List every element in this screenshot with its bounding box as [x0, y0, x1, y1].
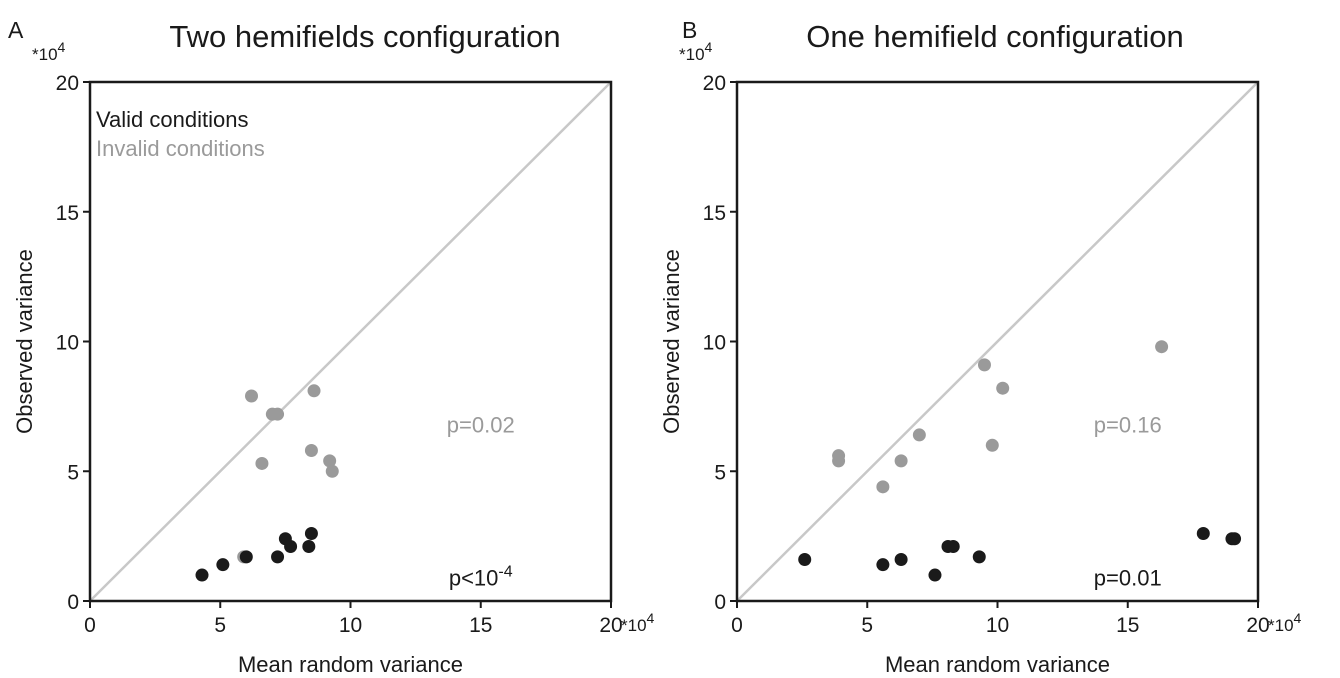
x-tick-label: 0 [731, 614, 743, 637]
identity-line [736, 81, 1259, 602]
x-axis-label: Mean random variance [238, 652, 463, 677]
chart-panel-a: A Two hemifields configuration 0 5 10 15 20 0 5 1… [8, 17, 655, 677]
valid-point [304, 527, 318, 541]
valid-point [894, 552, 908, 566]
x-tick-label: 5 [861, 614, 873, 637]
y-tick-label: 15 [56, 202, 79, 225]
invalid-point [996, 381, 1010, 395]
p-value-annotation: p=0.02 [447, 412, 515, 437]
x-tick-label: 20 [1246, 614, 1269, 637]
p-value-annotation: p=0.16 [1094, 412, 1162, 437]
invalid-point [323, 454, 337, 468]
y-multiplier-base: *10 [32, 45, 58, 64]
invalid-point [1155, 340, 1169, 354]
y-tick-label: 15 [703, 202, 726, 225]
p-value-annotation: p<10-4 [449, 563, 513, 590]
y-tick-label: 0 [714, 591, 726, 614]
x-multiplier-exponent: 4 [1294, 610, 1302, 626]
valid-point [928, 568, 942, 582]
x-multiplier-base: *10 [621, 616, 647, 635]
y-tick-label: 20 [56, 72, 79, 95]
panel-label: A [8, 17, 24, 43]
x-tick-label: 15 [1116, 614, 1139, 637]
invalid-point [271, 407, 285, 421]
x-tick-label: 0 [84, 614, 96, 637]
x-axis-label: Mean random variance [885, 652, 1110, 677]
p-value-text: p=0.02 [447, 412, 515, 437]
y-multiplier-label: *104 [679, 39, 713, 64]
valid-point [216, 558, 230, 572]
valid-point [302, 540, 316, 554]
valid-point [1196, 527, 1210, 541]
y-multiplier-exponent: 4 [705, 39, 713, 55]
y-tick-label: 5 [67, 461, 79, 484]
panel-label: B [682, 17, 697, 43]
legend-entry: Invalid conditions [96, 136, 265, 161]
identity-line [89, 81, 612, 602]
valid-point [1228, 532, 1242, 546]
valid-point [239, 550, 253, 564]
valid-point [271, 550, 285, 564]
x-multiplier-exponent: 4 [647, 610, 655, 626]
invalid-point [977, 358, 991, 372]
invalid-point [985, 438, 999, 452]
invalid-point [304, 443, 318, 457]
chart-title: Two hemifields configuration [169, 19, 560, 54]
y-tick-label: 10 [56, 332, 79, 355]
x-multiplier-label: *104 [621, 610, 655, 635]
x-tick-label: 10 [339, 614, 362, 637]
invalid-point [894, 454, 908, 468]
y-tick-label: 20 [703, 72, 726, 95]
invalid-point [325, 464, 339, 478]
valid-point [876, 558, 890, 572]
invalid-point [912, 428, 926, 442]
p-value-text: p<10 [449, 565, 499, 590]
chart-panel-b: B One hemifield configuration 0 5 10 15 20 0 5 10… [659, 17, 1302, 677]
y-multiplier-exponent: 4 [58, 39, 66, 55]
chart-title: One hemifield configuration [806, 19, 1183, 54]
x-multiplier-base: *10 [1268, 616, 1294, 635]
y-multiplier-label: *104 [32, 39, 66, 64]
invalid-point [307, 384, 321, 398]
legend-entry: Valid conditions [96, 107, 248, 132]
valid-point [798, 552, 812, 566]
valid-point [284, 540, 298, 554]
y-tick-label: 10 [703, 332, 726, 355]
x-tick-label: 10 [986, 614, 1009, 637]
valid-point [972, 550, 986, 564]
invalid-point [832, 454, 846, 468]
x-tick-label: 15 [469, 614, 492, 637]
p-value-text: p=0.01 [1094, 565, 1162, 590]
y-tick-label: 0 [67, 591, 79, 614]
p-value-exponent: -4 [498, 563, 512, 580]
y-axis-label: Observed variance [659, 249, 684, 434]
p-value-annotation: p=0.01 [1094, 565, 1162, 590]
invalid-point [255, 456, 269, 470]
invalid-point [876, 480, 890, 494]
valid-point [195, 568, 209, 582]
y-tick-label: 5 [714, 461, 726, 484]
valid-point [946, 540, 960, 554]
y-multiplier-base: *10 [679, 45, 705, 64]
p-value-text: p=0.16 [1094, 412, 1162, 437]
invalid-point [245, 389, 259, 403]
x-tick-label: 5 [214, 614, 226, 637]
x-multiplier-label: *104 [1268, 610, 1302, 635]
y-axis-label: Observed variance [12, 249, 37, 434]
x-tick-label: 20 [599, 614, 622, 637]
